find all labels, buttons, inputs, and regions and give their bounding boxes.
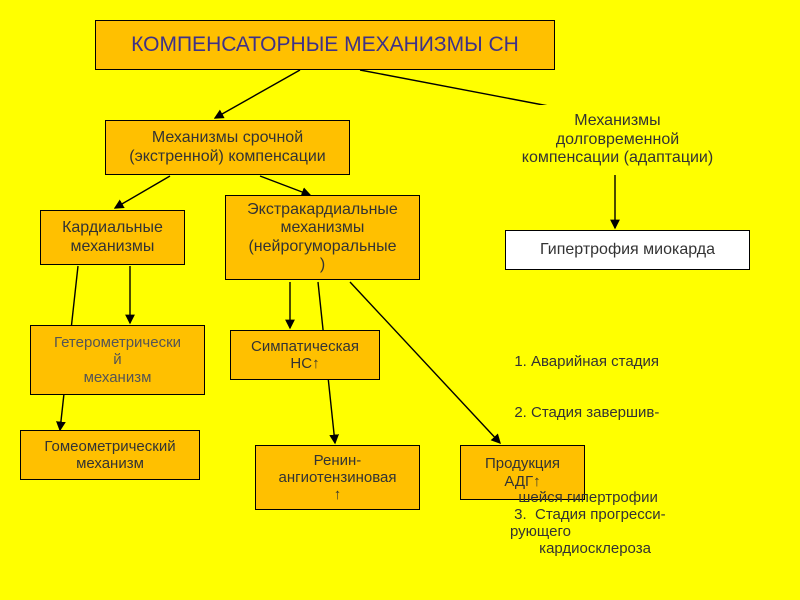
renin-node: Ренин-ангиотензиновая↑ [255,445,420,510]
extracardiac-node: Экстракардиальныемеханизмы(нейрогумораль… [225,195,420,280]
hetero-text: Гетерометрическиймеханизм [54,334,181,386]
cardiac-text: Кардиальныемеханизмы [62,219,163,256]
homeo-text: Гомеометрическиймеханизм [44,438,175,473]
title-node: КОМПЕНСАТОРНЫЕ МЕХАНИЗМЫ СН [95,20,555,70]
title-text: КОМПЕНСАТОРНЫЕ МЕХАНИЗМЫ СН [131,33,519,57]
hetero-node: Гетерометрическиймеханизм [30,325,205,395]
stages-list: Аварийная стадия Стадия завершив- [510,319,770,455]
urgent-text: Механизмы срочной(экстренной) компенсаци… [129,129,326,166]
homeo-node: Гомеометрическиймеханизм [20,430,200,480]
hypertrophy-text: Гипертрофия миокарда [540,241,715,259]
stage-2: Стадия завершив- [531,404,770,421]
stage-1: Аварийная стадия [531,353,770,370]
diagram-canvas: КОМПЕНСАТОРНЫЕ МЕХАНИЗМЫ СН Механизмы ср… [0,0,800,600]
stages-tail: шейся гипертрофии 3. Стадия прогресси-ру… [510,489,770,557]
urgent-node: Механизмы срочной(экстренной) компенсаци… [105,120,350,175]
longterm-node: Механизмыдолговременнойкомпенсации (адап… [495,105,740,175]
longterm-text: Механизмыдолговременнойкомпенсации (адап… [522,112,713,167]
sympathetic-node: СимпатическаяНС↑ [230,330,380,380]
hypertrophy-node: Гипертрофия миокарда [505,230,750,270]
extracardiac-text: Экстракардиальныемеханизмы(нейрогумораль… [247,201,398,275]
stages-block: Аварийная стадия Стадия завершив- шейся … [510,285,770,591]
cardiac-node: Кардиальныемеханизмы [40,210,185,265]
sympathetic-text: СимпатическаяНС↑ [251,338,359,373]
renin-text: Ренин-ангиотензиновая↑ [279,452,397,504]
